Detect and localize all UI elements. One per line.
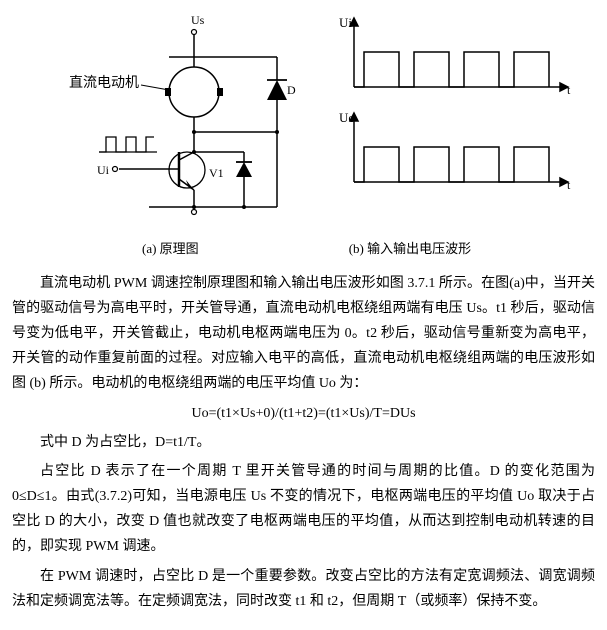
- para-2: 式中 D 为占空比，D=t1/T。: [12, 430, 595, 455]
- figure-row: Us 直流电动机: [12, 12, 595, 231]
- us-label: Us: [191, 13, 205, 27]
- bottom-terminal: [191, 210, 196, 215]
- para-4: 在 PWM 调速时，占空比 D 是一个重要参数。改变占空比的方法有定宽调频法、调…: [12, 564, 595, 614]
- transistor-label: V1: [209, 166, 224, 180]
- uo-t-label: t: [567, 178, 571, 192]
- motor-label-text: 直流电动机: [69, 74, 139, 91]
- caption-a: (a) 原理图: [142, 237, 199, 260]
- junction-5: [275, 130, 279, 134]
- circuit-diagram: Us 直流电动机: [29, 12, 309, 231]
- para-3: 占空比 D 表示了在一个周期 T 里开关管导通的时间与周期的比值。D 的变化范围…: [12, 459, 595, 560]
- diode2-triangle: [236, 162, 252, 177]
- waveform-diagram: Ui t Uo t: [339, 12, 579, 221]
- wf-ui-label: Ui: [339, 15, 352, 30]
- ui-t-label: t: [567, 83, 571, 97]
- motor-circle: [169, 67, 219, 117]
- uo-axes: [350, 113, 568, 186]
- ui-pulse-path: [354, 52, 549, 87]
- input-pulse-icon: [99, 137, 157, 152]
- circuit-svg: Us 直流电动机: [29, 12, 309, 222]
- junction-4: [242, 205, 246, 209]
- ui-label: Ui: [97, 163, 110, 177]
- motor-label-line: [141, 85, 169, 90]
- input-terminal: [112, 167, 117, 172]
- uo-pulse-path: [354, 147, 549, 182]
- diode1-triangle: [267, 80, 287, 100]
- caption-b: (b) 输入输出电压波形: [349, 237, 471, 260]
- junction-3: [192, 205, 196, 209]
- para-1: 直流电动机 PWM 调速控制原理图和输入输出电压波形如图 3.7.1 所示。在图…: [12, 271, 595, 397]
- ui-axes: [350, 18, 568, 91]
- formula: Uo=(t1×Us+0)/(t1+t2)=(t1×Us)/T=DUs: [12, 401, 595, 426]
- motor-brush-right: [217, 88, 223, 96]
- junction-2: [192, 150, 196, 154]
- caption-row: (a) 原理图 (b) 输入输出电压波形: [12, 237, 595, 260]
- diode-label: D: [287, 83, 296, 97]
- top-terminal: [191, 30, 196, 35]
- waveform-svg: Ui t Uo t: [339, 12, 579, 212]
